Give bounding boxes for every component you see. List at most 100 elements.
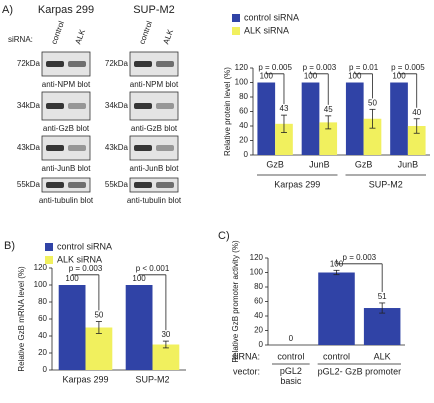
size-marker: 55kDa — [17, 180, 41, 189]
legend-swatch — [232, 27, 240, 35]
data-label: 100 — [65, 274, 79, 283]
cell-line-name: Karpas 299 — [38, 4, 94, 16]
row-label: siRNA: — [232, 351, 260, 361]
blot-name: anti-GzB blot — [43, 124, 90, 133]
bar — [318, 272, 355, 345]
legend-label: ALK siRNA — [244, 25, 289, 35]
vector-label: pGL2 basic — [280, 366, 302, 386]
vector-label: pGL2- GzB promoter — [318, 366, 402, 376]
blot-band — [134, 182, 152, 188]
legend-label: control siRNA — [57, 241, 112, 251]
data-label: 40 — [412, 108, 421, 117]
x-tick-label: GzB — [355, 159, 373, 169]
size-marker: 43kDa — [17, 143, 41, 152]
x-tick-label: JunB — [309, 159, 330, 169]
blot-box — [129, 177, 179, 193]
y-tick-label: 80 — [239, 92, 248, 101]
blot-name: anti-tubulin blot — [39, 196, 94, 205]
legend-label: control siRNA — [244, 12, 299, 22]
blot-name: anti-NPM blot — [42, 80, 91, 89]
lane-label: control — [137, 20, 154, 46]
data-label: 100 — [260, 72, 274, 81]
y-tick-label: 40 — [254, 311, 263, 320]
legend-swatch — [232, 14, 240, 22]
size-marker: 34kDa — [105, 101, 129, 110]
sirna-label: siRNA: — [8, 35, 33, 44]
size-marker: 34kDa — [17, 101, 41, 110]
data-label: 100 — [392, 72, 406, 81]
p-value: p = 0.003 — [343, 253, 377, 262]
y-tick-label: 0 — [259, 340, 264, 349]
p-value: p = 0.01 — [349, 63, 379, 72]
p-value: p = 0.005 — [391, 63, 425, 72]
y-axis-label: Relative protein level (%) — [223, 67, 232, 156]
size-marker: 72kDa — [105, 59, 129, 68]
y-tick-label: 20 — [38, 348, 47, 357]
blot-band — [46, 61, 64, 67]
blot-band — [46, 103, 64, 109]
p-value: p = 0.005 — [258, 63, 292, 72]
blot-name: anti-JunB blot — [130, 164, 180, 173]
blot-band — [68, 182, 86, 188]
x-tick-label: control — [277, 351, 304, 361]
y-tick-label: 20 — [254, 326, 263, 335]
bar — [58, 285, 86, 370]
group-label: SUP-M2 — [369, 179, 403, 189]
legend-swatch — [45, 243, 53, 251]
p-value: p < 0.001 — [136, 264, 170, 273]
blot-band — [68, 145, 86, 151]
bar — [363, 308, 401, 345]
bar — [363, 118, 382, 155]
blot-band — [156, 61, 174, 67]
blot-band — [134, 103, 152, 109]
panel-label: B) — [4, 240, 15, 252]
size-marker: 43kDa — [105, 143, 129, 152]
y-tick-label: 80 — [38, 297, 47, 306]
group-label: Karpas 299 — [274, 179, 320, 189]
y-tick-label: 100 — [34, 280, 48, 289]
data-label: 43 — [280, 104, 289, 113]
y-tick-label: 100 — [235, 78, 249, 87]
lane-label: control — [49, 20, 66, 46]
row-label: vector: — [233, 366, 260, 376]
size-marker: 72kDa — [17, 59, 41, 68]
y-tick-label: 40 — [239, 121, 248, 130]
bar — [85, 327, 113, 370]
p-value: p = 0.003 — [69, 264, 103, 273]
y-tick-label: 20 — [239, 136, 248, 145]
blot-band — [156, 103, 174, 109]
blot-band — [68, 61, 86, 67]
blot-band — [68, 103, 86, 109]
y-tick-label: 120 — [34, 263, 48, 272]
size-marker: 55kDa — [105, 180, 129, 189]
blot-band — [46, 182, 64, 188]
data-label: 30 — [161, 330, 170, 339]
bar — [275, 123, 293, 155]
y-tick-label: 60 — [239, 107, 248, 116]
y-tick-label: 80 — [254, 282, 263, 291]
data-label: 45 — [324, 105, 333, 114]
x-tick-label: JunB — [398, 159, 419, 169]
data-label: 50 — [368, 98, 377, 107]
blot-band — [156, 182, 174, 188]
data-label: 100 — [132, 274, 146, 283]
y-tick-label: 0 — [43, 365, 48, 374]
blot-name: anti-JunB blot — [42, 164, 92, 173]
data-label: 50 — [94, 311, 103, 320]
data-label: 100 — [304, 72, 318, 81]
data-label: 100 — [348, 72, 362, 81]
y-tick-label: 60 — [254, 297, 263, 306]
bar — [125, 285, 153, 370]
legend-label: ALK siRNA — [57, 254, 102, 264]
panel-label: A) — [2, 4, 13, 16]
x-tick-label: ALK — [374, 351, 391, 361]
y-tick-label: 120 — [250, 253, 264, 262]
blot-band — [134, 61, 152, 67]
blot-name: anti-tubulin blot — [127, 196, 182, 205]
data-label: 51 — [378, 292, 387, 301]
y-tick-label: 60 — [38, 314, 47, 323]
y-axis-label: Relative GzB mRNA level (%) — [17, 266, 26, 372]
legend-swatch — [45, 256, 53, 264]
